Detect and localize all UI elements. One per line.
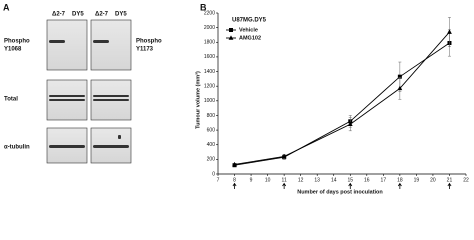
series-line <box>234 42 450 166</box>
row-label: Phospho <box>4 39 30 45</box>
x-tick-label: 12 <box>298 177 304 183</box>
x-tick-label: 16 <box>364 177 370 183</box>
x-tick-label: 7 <box>217 177 220 183</box>
x-tick-label: 11 <box>282 177 287 183</box>
chart-title: U87MG.DY5 <box>232 18 267 24</box>
y-tick-label: 2000 <box>204 25 215 31</box>
dosing-arrow <box>348 182 353 189</box>
row-label: Total <box>4 97 18 103</box>
x-tick-label: 21 <box>447 177 453 183</box>
legend-marker <box>228 35 234 40</box>
x-axis-label: Number of days post inoculation <box>297 189 383 195</box>
x-tick-label: 9 <box>250 177 253 183</box>
y-tick-label: 1400 <box>204 69 215 75</box>
legend-label: Vehicle <box>239 27 258 33</box>
legend-label: AMG102 <box>239 35 261 41</box>
x-tick-label: 17 <box>381 177 387 183</box>
x-tick-label: 8 <box>233 177 236 183</box>
y-tick-label: 0 <box>212 171 215 177</box>
x-tick-label: 14 <box>331 177 337 183</box>
y-tick-label: 200 <box>207 157 216 163</box>
marker <box>347 121 353 127</box>
row-label: α-tubulin <box>4 145 30 151</box>
y-tick-label: 1200 <box>204 84 215 90</box>
dosing-arrow <box>447 182 452 189</box>
dosing-arrow <box>397 182 402 189</box>
x-tick-label: 20 <box>430 177 436 183</box>
plot: 0 200 400 600 800 1000 1200 1400 1600 1800 2000 220… <box>204 10 469 189</box>
row-label: Phospho <box>136 39 162 45</box>
y-tick-label: 1800 <box>204 40 215 46</box>
x-tick-label: 18 <box>397 177 403 183</box>
marker <box>397 74 402 79</box>
figure: A Δ2-7 DY5 Δ2-7 DY5 Phospho Y1068 Total … <box>3 2 469 195</box>
x-tick-label: 19 <box>414 177 420 183</box>
y-tick-label: 1600 <box>204 54 215 60</box>
x-tick-label: 22 <box>463 177 469 183</box>
row-label: Y1068 <box>4 47 22 53</box>
legend-marker <box>229 28 233 32</box>
y-tick-label: 2200 <box>204 10 215 16</box>
marker <box>232 161 237 167</box>
column-header: DY5 <box>115 12 127 18</box>
y-tick-label: 800 <box>207 113 216 119</box>
series-line <box>234 31 450 165</box>
marker <box>397 85 403 91</box>
y-axis-label: Tumour volume (mm³) <box>194 71 201 129</box>
x-tick-label: 15 <box>347 177 353 183</box>
x-tick-label: 13 <box>314 177 320 183</box>
panel-label: B <box>200 2 207 12</box>
y-tick-label: 400 <box>207 142 216 148</box>
dosing-arrow <box>232 182 237 189</box>
bands <box>49 40 129 148</box>
y-tick-label: 600 <box>207 127 216 133</box>
row-label: Y1173 <box>136 47 154 53</box>
marker <box>447 29 452 34</box>
dosing-arrow <box>282 182 287 189</box>
column-header: Δ2-7 <box>95 12 109 18</box>
y-tick-label: 1000 <box>204 98 215 104</box>
column-header: DY5 <box>72 12 84 18</box>
x-tick-label: 10 <box>265 177 271 183</box>
panel-label: A <box>3 2 10 12</box>
column-header: Δ2-7 <box>52 12 66 18</box>
marker <box>281 153 287 159</box>
